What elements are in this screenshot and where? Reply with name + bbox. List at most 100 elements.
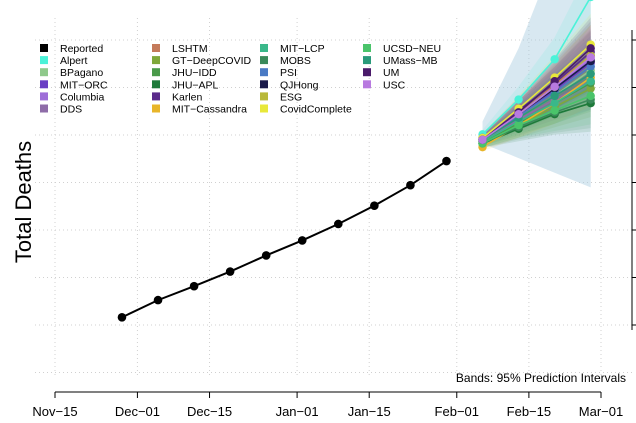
reported-point [442, 156, 451, 166]
prediction-band [482, 17, 591, 145]
y-axis-label: Total Deaths [11, 141, 36, 263]
legend-swatch [363, 68, 371, 77]
legend-swatch [363, 56, 371, 65]
legend-item: LSHTM [152, 43, 208, 55]
x-tick-label: Nov−15 [32, 404, 77, 419]
legend-label: QJHong [280, 79, 319, 91]
prediction-band [482, 26, 591, 145]
legend-swatch [40, 80, 48, 89]
legend-swatch [152, 68, 160, 77]
series-line [482, 56, 592, 141]
legend-label: Karlen [172, 91, 203, 103]
legend-label: MIT−LCP [280, 43, 325, 55]
legend-item: CovidComplete [260, 104, 352, 116]
x-tick-label: Feb−15 [507, 404, 551, 419]
legend-swatch [40, 68, 48, 77]
data-point [514, 120, 523, 130]
prediction-band [482, 28, 591, 143]
data-point [586, 44, 595, 53]
legend-swatch [152, 80, 160, 89]
series-line [482, 95, 591, 145]
legend-swatch [260, 80, 268, 89]
legend-item: DDS [40, 104, 82, 116]
reported-point [297, 236, 307, 245]
legend-item: JHU−IDD [152, 67, 217, 79]
x-tick-label: Feb−01 [435, 404, 479, 419]
legend-swatch [260, 68, 268, 77]
data-point [586, 69, 595, 79]
x-tick-label: Jan−01 [276, 404, 319, 419]
series-line [482, 73, 592, 141]
reported-point [370, 201, 379, 210]
prediction-band [482, 21, 591, 143]
legend-item: USC [363, 79, 406, 91]
legend-item: JHU−APL [152, 79, 219, 91]
legend-item: Karlen [152, 91, 203, 103]
legend-swatch [152, 56, 160, 65]
legend-label: DDS [60, 104, 82, 116]
legend-item: Alpert [40, 55, 88, 67]
reported-point [189, 281, 199, 291]
legend-label: Reported [60, 43, 103, 55]
legend-item: ESG [260, 91, 302, 103]
legend-swatch [363, 80, 371, 89]
prediction-band [482, 24, 591, 145]
legend-swatch [40, 56, 48, 65]
legend-item: UMass−MB [363, 55, 438, 67]
x-tick-label: Dec−15 [187, 404, 232, 419]
x-tick-label: Jan−15 [348, 404, 391, 419]
legend-swatch [260, 44, 268, 52]
data-point [586, 91, 595, 101]
reported-point [117, 313, 127, 322]
prediction-band [482, 24, 591, 145]
legend-item: QJHong [260, 79, 319, 91]
legend-item: BPagano [40, 67, 103, 79]
bands-annotation: Bands: 95% Prediction Intervals [456, 371, 626, 385]
legend-item: PSI [260, 67, 297, 79]
reported-point [153, 295, 163, 305]
series-line [482, 44, 592, 139]
series-line [482, 80, 592, 143]
legend-item: UCSD−NEU [363, 43, 441, 55]
legend-label: Columbia [60, 91, 105, 103]
legend-label: JHU−IDD [172, 67, 217, 79]
prediction-band [482, 0, 591, 139]
legend-swatch [152, 92, 160, 101]
legend-swatch [260, 92, 268, 101]
data-point [550, 82, 559, 91]
series-line [482, 98, 591, 145]
legend-label: LSHTM [172, 43, 208, 55]
legend-label: MOBS [280, 55, 311, 67]
legend-item: MIT−Cassandra [152, 104, 247, 116]
legend-swatch [260, 104, 268, 113]
legend-label: USC [383, 79, 406, 91]
legend-item: Columbia [40, 91, 105, 103]
legend-item: MOBS [260, 55, 311, 67]
legend-item: MIT−LCP [260, 43, 325, 55]
legend-swatch [152, 104, 160, 113]
legend-swatch [40, 104, 48, 113]
reported-point [261, 251, 271, 260]
reported-line [121, 160, 448, 319]
legend-label: UM [383, 67, 399, 79]
legend-swatch [40, 44, 48, 52]
x-tick-label: Dec−01 [115, 404, 160, 419]
legend-label: MIT−ORC [60, 79, 108, 91]
data-point [550, 55, 559, 64]
legend-label: ESG [280, 91, 302, 103]
reported-series [117, 156, 451, 322]
x-tick-label: Mar−01 [579, 404, 623, 419]
legend-label: JHU−APL [172, 79, 219, 91]
legend-item: UM [363, 67, 399, 79]
legend-swatch [363, 44, 371, 52]
data-point [587, 0, 594, 2]
prediction-band [482, 13, 591, 143]
legend-label: CovidComplete [280, 104, 352, 116]
data-point [550, 106, 559, 115]
data-point [514, 109, 523, 119]
data-point [586, 53, 595, 62]
series-usc [478, 53, 595, 144]
reported-point [225, 267, 235, 276]
